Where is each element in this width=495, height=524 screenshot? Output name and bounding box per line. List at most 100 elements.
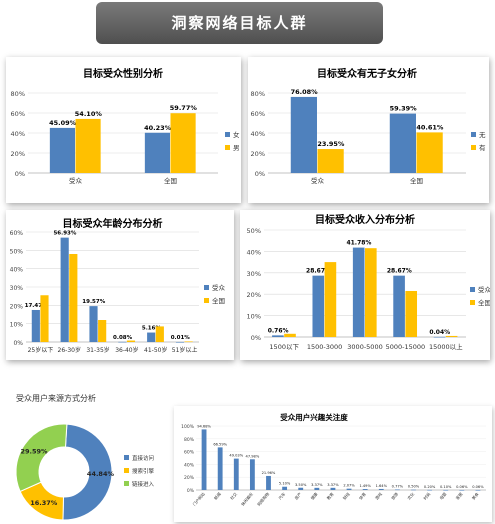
- data-label: 0.06%: [472, 485, 484, 489]
- y-tick-label: 0%: [15, 170, 25, 178]
- x-tick-label: 教育: [325, 491, 335, 501]
- data-label: 0.08%: [113, 335, 133, 341]
- x-tick-label: 1500-3000: [307, 343, 342, 351]
- bar-受众: [272, 335, 284, 337]
- bar: [282, 486, 288, 490]
- source-chart-panel: 受众用户来源方式分析 44.84% 16.37% 29.59% 直接访问 搜索引擎 链接进入: [0, 390, 170, 522]
- bar: [266, 475, 271, 490]
- data-label: 40.61%: [416, 123, 444, 131]
- data-label: 5.10%: [279, 482, 291, 486]
- bar-全国: [40, 295, 49, 342]
- bar: [411, 489, 416, 491]
- bar-受众: [175, 341, 185, 343]
- bar-全国: [284, 333, 296, 337]
- y-tick-label: 80%: [184, 437, 195, 443]
- data-label: 3.50%: [295, 483, 307, 487]
- x-tick-label: 健康: [309, 491, 319, 501]
- bar: [233, 458, 239, 490]
- bar-受众: [433, 336, 446, 338]
- x-tick-label: 网络购物: [255, 491, 270, 507]
- bar-全国: [405, 290, 418, 337]
- children-chart: 目标受众有无子女分析 0% 20% 40% 60% 80% 76.08% 23.95% 受众 59…: [251, 67, 486, 185]
- bar: [201, 429, 207, 490]
- y-tick-label: 40%: [247, 248, 261, 256]
- bar-有: [317, 149, 344, 173]
- data-label: 0.76%: [268, 327, 289, 334]
- legend-label: 受众: [212, 283, 226, 292]
- bar-男: [75, 118, 101, 173]
- data-label: 0.06%: [456, 485, 468, 489]
- data-label: 49.03%: [229, 454, 243, 458]
- y-tick-label: 40%: [251, 130, 265, 138]
- legend-label: 直接访问: [132, 454, 154, 462]
- y-tick-label: 50%: [247, 227, 261, 235]
- x-tick-label: 旅游: [389, 491, 399, 501]
- y-tick-label: 40%: [184, 462, 195, 468]
- legend-swatch: [470, 300, 475, 305]
- data-label: 17.47%: [25, 303, 48, 309]
- data-label: 5.16%: [142, 326, 162, 332]
- x-tick-label: 5000-15000: [386, 343, 426, 351]
- bar: [378, 488, 384, 490]
- y-tick-label: 80%: [251, 90, 265, 98]
- x-tick-label: 1500以下: [269, 343, 299, 351]
- legend-swatch: [471, 132, 476, 137]
- data-label: 40.23%: [144, 124, 172, 132]
- legend-label: 受众: [478, 285, 490, 294]
- pie-slice-直接访问: [62, 423, 113, 521]
- x-tick-label: 51岁以上: [172, 346, 198, 354]
- x-tick-label: 15000以上: [429, 342, 463, 351]
- data-label: 28.67%: [387, 268, 412, 275]
- y-tick-label: 30%: [247, 270, 261, 278]
- bar-全国: [69, 254, 78, 342]
- x-tick-label: 全国: [164, 176, 177, 185]
- bar-受众: [89, 306, 98, 342]
- y-tick-label: 20%: [247, 291, 261, 299]
- bar-全国: [98, 320, 107, 342]
- slice-label: 16.37%: [30, 499, 58, 507]
- data-label: 54.10%: [75, 110, 103, 118]
- page-title: 洞察网络目标人群: [96, 2, 383, 44]
- data-label: 47.98%: [246, 454, 260, 458]
- y-tick-label: 0%: [187, 488, 195, 494]
- data-label: 0.20%: [424, 485, 436, 489]
- bar-无: [290, 96, 317, 173]
- bar-受众: [393, 275, 405, 337]
- legend-swatch: [471, 145, 476, 150]
- age-chart: 目标受众年龄分布分析 0% 10% 20% 30% 40% 50% 60% 17.47% 25岁以…: [10, 217, 226, 354]
- x-tick-label: 31-35岁: [86, 346, 109, 354]
- bar-受众: [352, 247, 365, 337]
- data-label: 1.64%: [376, 484, 388, 488]
- bar: [217, 447, 223, 490]
- x-tick-label: 36-40岁: [115, 346, 138, 354]
- x-tick-label: 汽车: [277, 491, 287, 501]
- y-tick-label: 80%: [11, 90, 25, 98]
- data-label: 23.95%: [317, 140, 345, 148]
- x-tick-label: 41-50岁: [144, 346, 167, 354]
- data-label: 3.37%: [327, 483, 339, 487]
- y-tick-label: 0%: [251, 334, 261, 342]
- legend-swatch: [124, 468, 129, 473]
- data-label: 56.93%: [53, 231, 76, 237]
- x-tick-label: 受众: [311, 176, 325, 185]
- bar-受众: [118, 341, 127, 343]
- legend-swatch: [225, 145, 230, 150]
- data-label: 0.01%: [171, 335, 191, 341]
- data-label: 59.39%: [390, 105, 418, 113]
- x-tick-label: 母婴: [439, 491, 448, 500]
- legend-label: 女: [233, 130, 240, 139]
- x-tick-label: 3000-5000: [347, 343, 382, 351]
- x-tick-label: 全国: [410, 176, 423, 185]
- y-tick-label: 60%: [184, 450, 195, 456]
- y-tick-label: 20%: [184, 475, 195, 481]
- x-tick-label: 时尚: [422, 491, 432, 501]
- legend-swatch: [470, 287, 475, 292]
- x-tick-label: 25岁以下: [28, 346, 54, 354]
- bar: [298, 487, 304, 490]
- chart-title: 受众用户来源方式分析: [16, 393, 96, 403]
- bar: [394, 489, 400, 491]
- children-chart-panel: 目标受众有无子女分析 0% 20% 40% 60% 80% 76.08% 23.95% 受众 59…: [248, 57, 489, 203]
- y-tick-label: 40%: [10, 267, 24, 274]
- data-label: 1.49%: [359, 484, 371, 488]
- bar: [346, 488, 352, 490]
